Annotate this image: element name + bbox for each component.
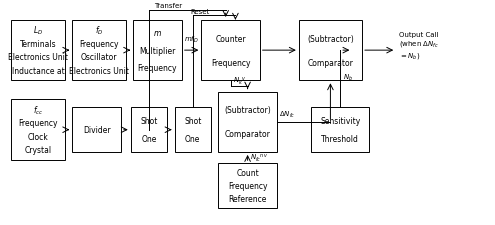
Text: (Subtractor): (Subtractor) — [307, 34, 354, 43]
Text: $\Delta N_{fc}$: $\Delta N_{fc}$ — [279, 109, 296, 119]
Text: Shot: Shot — [184, 117, 201, 126]
Text: Counter: Counter — [215, 34, 246, 43]
Text: Electronics Unit: Electronics Unit — [8, 53, 68, 62]
Text: Frequency: Frequency — [79, 40, 119, 49]
Text: Oscillator: Oscillator — [81, 53, 117, 62]
Text: Frequency: Frequency — [18, 119, 58, 128]
Text: Threshold: Threshold — [321, 135, 359, 144]
Text: (Subtractor): (Subtractor) — [224, 106, 271, 115]
Text: Count: Count — [236, 169, 259, 177]
Text: $N_b$: $N_b$ — [343, 73, 353, 83]
Text: Comparator: Comparator — [307, 58, 353, 68]
FancyBboxPatch shape — [311, 108, 369, 152]
FancyBboxPatch shape — [218, 163, 277, 208]
FancyBboxPatch shape — [175, 108, 211, 152]
Text: Comparator: Comparator — [225, 130, 271, 139]
FancyBboxPatch shape — [201, 21, 260, 81]
Text: $N_k{}^v$: $N_k{}^v$ — [233, 75, 247, 86]
Text: Frequency: Frequency — [228, 181, 267, 190]
Text: Divider: Divider — [83, 126, 110, 135]
Text: Crystal: Crystal — [25, 146, 51, 155]
Text: Reference: Reference — [228, 194, 267, 203]
FancyBboxPatch shape — [299, 21, 362, 81]
FancyBboxPatch shape — [11, 100, 65, 160]
Text: One: One — [141, 135, 156, 144]
FancyBboxPatch shape — [131, 108, 167, 152]
Text: $f_{cc}$: $f_{cc}$ — [33, 104, 44, 116]
Text: One: One — [185, 135, 200, 144]
Text: Inductance at: Inductance at — [12, 67, 64, 75]
Text: Frequency: Frequency — [138, 64, 177, 73]
Text: $m$: $m$ — [153, 29, 162, 38]
Text: $L_D$: $L_D$ — [33, 25, 43, 37]
Text: Shot: Shot — [140, 117, 157, 126]
FancyBboxPatch shape — [11, 21, 65, 81]
Text: $mf_D$: $mf_D$ — [184, 34, 199, 45]
FancyBboxPatch shape — [218, 92, 277, 152]
Text: Terminals: Terminals — [20, 40, 56, 49]
Text: Sensitivity: Sensitivity — [320, 117, 360, 126]
Text: $f_D$: $f_D$ — [95, 25, 103, 37]
FancyBboxPatch shape — [72, 108, 121, 152]
Text: Clock: Clock — [28, 132, 49, 141]
Text: Transfer: Transfer — [154, 3, 182, 9]
FancyBboxPatch shape — [133, 21, 182, 81]
Text: Multiplier: Multiplier — [139, 46, 176, 55]
FancyBboxPatch shape — [72, 21, 126, 81]
Text: Output Call
(when $\Delta N_{fc}$
$= N_b$): Output Call (when $\Delta N_{fc}$ $= N_b… — [398, 32, 439, 60]
Text: Reset: Reset — [191, 9, 209, 14]
Text: Frequency: Frequency — [211, 58, 250, 68]
Text: Electronics Unit: Electronics Unit — [69, 67, 129, 75]
Text: $N_{fc}{}^{nv}$: $N_{fc}{}^{nv}$ — [250, 152, 268, 163]
